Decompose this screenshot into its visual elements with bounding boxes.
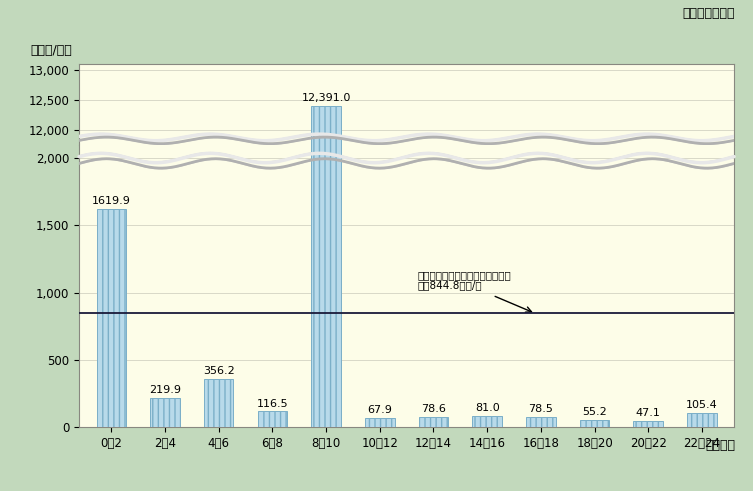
Text: 78.5: 78.5 (529, 404, 553, 413)
Bar (96, 209, 126, 427)
Text: 12,391.0: 12,391.0 (301, 93, 351, 103)
Text: 47.1: 47.1 (636, 408, 660, 418)
Text: 67.9: 67.9 (367, 405, 392, 415)
Text: （時刻）: （時刻） (705, 439, 735, 452)
Bar (687, 413, 717, 427)
Text: 平均844.8万円/件: 平均844.8万円/件 (417, 280, 482, 290)
Bar (580, 420, 609, 427)
Text: 55.2: 55.2 (582, 407, 607, 417)
Text: 出火時刻が不明である火災を含む: 出火時刻が不明である火災を含む (417, 271, 511, 280)
Text: 116.5: 116.5 (257, 399, 288, 409)
Text: （万円/件）: （万円/件） (30, 44, 72, 57)
Bar (204, 379, 233, 427)
Bar (258, 411, 287, 427)
Text: 105.4: 105.4 (686, 400, 718, 410)
Text: 78.6: 78.6 (421, 404, 446, 413)
Bar (472, 416, 502, 427)
Text: （令和３年中）: （令和３年中） (682, 7, 735, 20)
Text: 356.2: 356.2 (203, 366, 234, 376)
Bar (311, 0, 341, 427)
Bar (633, 421, 663, 427)
Bar (419, 416, 448, 427)
Text: 219.9: 219.9 (149, 384, 181, 395)
Text: 81.0: 81.0 (475, 403, 499, 413)
Bar (150, 398, 180, 427)
Text: 1619.9: 1619.9 (92, 196, 131, 206)
Bar (311, 106, 341, 491)
Bar (526, 416, 556, 427)
Bar (365, 418, 395, 427)
